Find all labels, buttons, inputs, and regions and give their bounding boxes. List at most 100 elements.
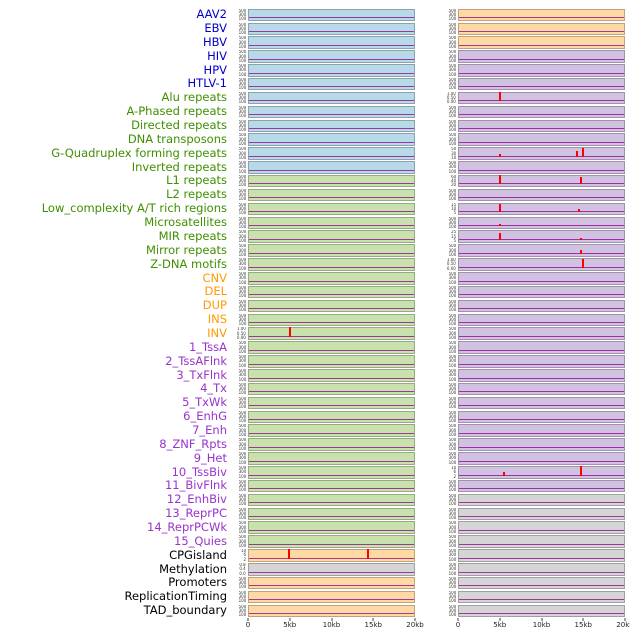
track-panel-right	[458, 535, 625, 548]
baseline-line	[249, 225, 414, 227]
y-tick-label: 15	[450, 202, 456, 207]
y-tick-label: 300	[238, 192, 246, 198]
baseline-line	[459, 405, 624, 407]
y-tick-label: 300	[448, 248, 456, 253]
y-tick-label: 300	[238, 12, 246, 17]
baseline-line	[459, 141, 624, 143]
baseline-line	[249, 599, 414, 601]
y-tick-label: 100	[448, 446, 456, 451]
y-axis-left: 500 300 100	[230, 258, 248, 271]
y-tick-label: 500	[448, 341, 456, 346]
baseline-line	[249, 432, 414, 434]
y-axis-right: 60 40 20	[440, 175, 458, 188]
y-tick-label: 100	[238, 266, 246, 271]
y-axis-right: 10 6 2	[440, 466, 458, 479]
y-axis-right: 500 300 100	[440, 23, 458, 36]
y-axis-right: 500 300 100	[440, 161, 458, 174]
baseline-line	[459, 280, 624, 282]
track-panel-left	[248, 133, 415, 146]
y-tick-label: 100	[238, 432, 246, 437]
baseline-line	[249, 502, 414, 504]
y-axis-left: 500 300 100	[230, 272, 248, 285]
y-tick-label: 100	[238, 16, 246, 22]
y-axis-right: 500 300 100	[440, 133, 458, 146]
track-panel-left	[248, 216, 415, 230]
y-tick-label: 100	[238, 30, 246, 36]
y-axis-left: 500 300 100	[230, 120, 248, 133]
baseline-line	[249, 141, 414, 143]
y-tick-label: 100	[448, 113, 456, 119]
track-label: Low_complexity A/T rich regions	[41, 201, 227, 216]
y-tick-label: 1.00	[447, 258, 456, 263]
track-panel-right	[458, 604, 625, 618]
track-label: 7_Enh	[192, 422, 227, 437]
y-axis-right: 500 300 100	[440, 355, 458, 368]
track-label: AAV2	[196, 7, 227, 22]
track-panel-right	[458, 549, 625, 562]
baseline-line	[249, 114, 414, 116]
y-tick-label: 300	[448, 455, 456, 461]
track-row: Directed repeats 500 300 100 500 300 100	[0, 119, 630, 133]
track-panel-left	[248, 326, 415, 340]
y-tick-label: 500	[238, 133, 246, 138]
y-tick-label: 500	[238, 91, 246, 96]
y-tick-label: 300	[238, 372, 246, 378]
track-label: INS	[207, 312, 227, 327]
baseline-line	[249, 58, 414, 60]
y-tick-label: 500	[238, 77, 246, 82]
y-axis-right: 1.00 0.50 0.00	[440, 258, 458, 271]
baseline-line	[249, 488, 414, 490]
track-panel-left	[248, 521, 415, 534]
y-tick-label: 100	[238, 182, 246, 188]
y-tick-label: 500	[448, 50, 456, 55]
y-tick-label: 100	[238, 155, 246, 160]
y-tick-label: 100	[448, 349, 456, 354]
y-tick-label: 25	[450, 230, 456, 235]
y-tick-label: 300	[448, 220, 456, 225]
y-tick-label: 500	[238, 50, 246, 55]
track-row: A-Phased repeats 500 300 100 500 300 100	[0, 105, 630, 119]
x-tick-label: 20kb	[616, 621, 630, 629]
baseline-line	[459, 114, 624, 116]
baseline-line	[249, 585, 414, 587]
y-tick-label: 300	[238, 178, 246, 184]
y-axis-right: 500 300 100	[440, 120, 458, 133]
track-panel-left	[248, 604, 415, 618]
y-axis-left: 500 300 100	[230, 355, 248, 368]
track-label: DNA transposons	[127, 131, 227, 146]
track-panel-left	[248, 147, 415, 160]
y-tick-label: 100	[238, 529, 246, 534]
y-tick-label: 300	[448, 26, 456, 31]
y-axis-right: 500 300 100	[440, 9, 458, 22]
track-panel-right	[458, 133, 625, 146]
baseline-line	[459, 571, 624, 573]
y-tick-label: 300	[448, 414, 456, 419]
track-panel-left	[248, 382, 415, 396]
x-tick-mark	[541, 618, 542, 621]
track-panel-right	[458, 8, 625, 22]
track-row: ReplicationTiming 500 300 100 500 300 100	[0, 590, 630, 604]
y-tick-label: 300	[448, 539, 456, 544]
track-row: CPGisland 10 6 2 500 300 100	[0, 548, 630, 563]
y-tick-label: 5	[453, 210, 456, 216]
y-tick-label: 500	[238, 521, 246, 526]
baseline-line	[249, 72, 414, 74]
data-spike	[581, 147, 584, 157]
track-panel-left	[248, 77, 415, 91]
y-tick-label: 300	[448, 552, 456, 558]
y-tick-label: 500	[238, 174, 246, 179]
y-axis-left: 0.8 0.4 0.0	[230, 563, 248, 576]
y-tick-label: 300	[448, 497, 456, 502]
x-tick-label: 20kb	[406, 621, 424, 629]
y-tick-label: 300	[238, 428, 246, 433]
y-axis-right: 500 300 100	[440, 217, 458, 230]
y-tick-label: 300	[448, 525, 456, 530]
y-axis-right: 500 300 100	[440, 452, 458, 465]
baseline-line	[459, 557, 624, 559]
baseline-line	[249, 322, 414, 324]
y-tick-label: 60	[450, 174, 456, 179]
baseline-line	[459, 308, 624, 310]
baseline-line	[459, 100, 624, 102]
track-label: A-Phased repeats	[126, 104, 227, 119]
y-tick-label: 100	[448, 169, 456, 174]
